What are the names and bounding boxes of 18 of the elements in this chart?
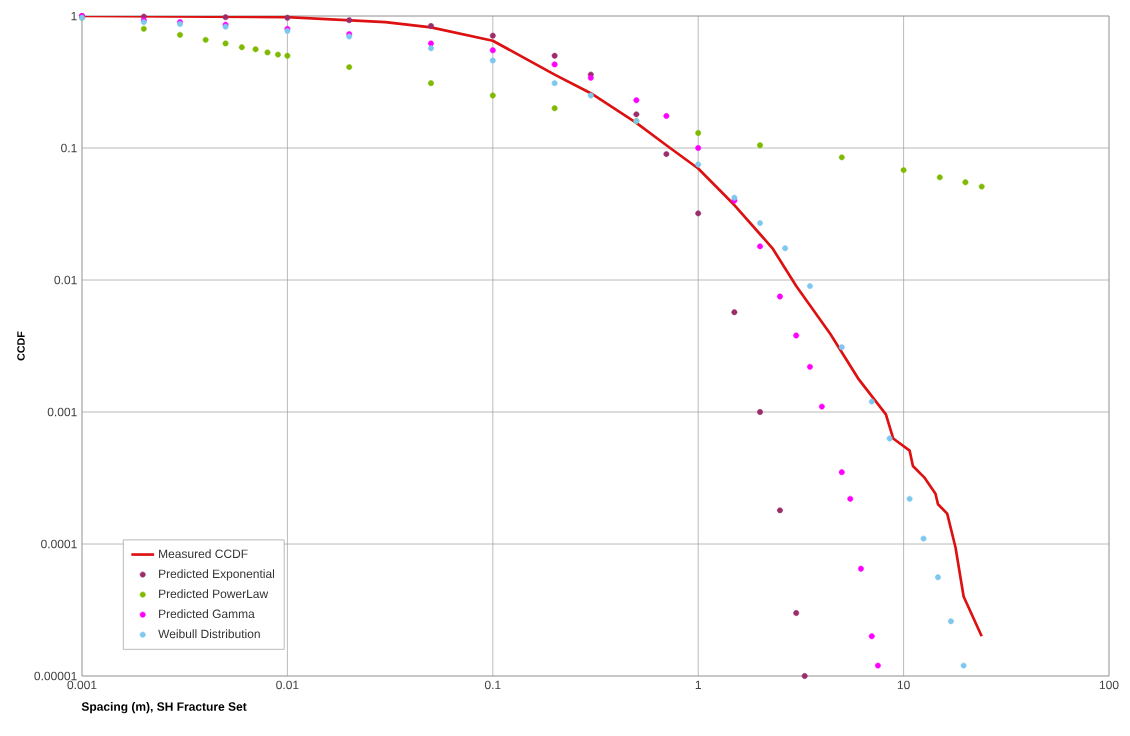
x-tick-label: 0.1 <box>484 680 501 690</box>
legend-label: Measured CCDF <box>159 549 248 559</box>
y-tick-label: 0.001 <box>47 407 77 417</box>
legend-label: Predicted Exponential <box>159 569 275 581</box>
y-axis-title: CCDF <box>17 331 25 361</box>
x-tick-label: 0.01 <box>276 680 299 690</box>
legend-label: Predicted PowerLaw <box>159 589 269 599</box>
x-tick-label: 100 <box>1099 680 1119 690</box>
legend-label: Weibull Distribution <box>158 629 260 639</box>
y-tick-label: 0.00001 <box>34 671 77 681</box>
y-tick-label: 0.0001 <box>41 539 77 549</box>
x-tick-label: 1 <box>695 680 701 689</box>
y-tick-label: 1 <box>71 11 77 21</box>
x-axis-title: Spacing (m), SH Fracture Set <box>81 702 247 714</box>
legend-label: Predicted Gamma <box>159 609 255 619</box>
y-tick-label: 0.1 <box>61 143 77 153</box>
x-tick-label: 10 <box>897 680 910 690</box>
y-tick-label: 0.01 <box>54 275 77 285</box>
